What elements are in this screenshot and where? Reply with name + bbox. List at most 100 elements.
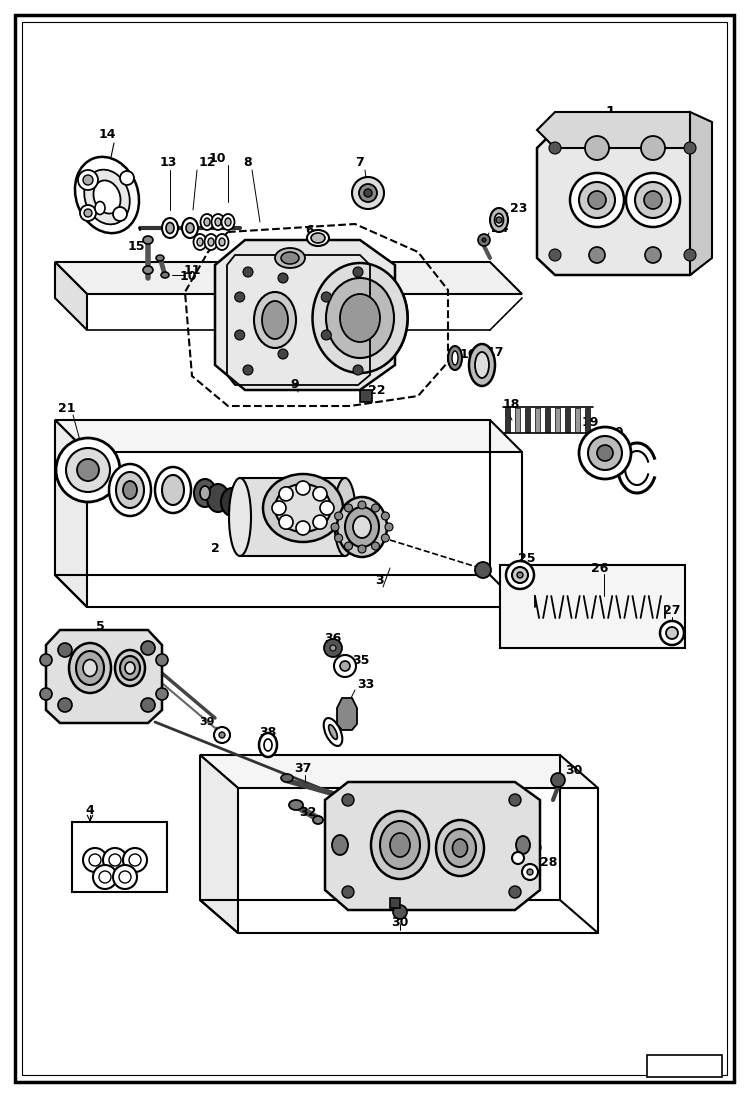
Text: 2: 2 [210, 542, 219, 554]
Polygon shape [565, 408, 570, 432]
Ellipse shape [329, 725, 337, 739]
Circle shape [296, 480, 310, 495]
Circle shape [588, 191, 606, 210]
Polygon shape [515, 408, 520, 432]
Ellipse shape [156, 255, 164, 261]
Polygon shape [337, 698, 357, 730]
Ellipse shape [155, 467, 191, 513]
Circle shape [103, 848, 127, 872]
Bar [647, 1055, 722, 1077]
Ellipse shape [436, 819, 484, 877]
Ellipse shape [313, 816, 323, 824]
Circle shape [296, 521, 310, 535]
Text: 19: 19 [581, 416, 598, 429]
Ellipse shape [95, 202, 105, 215]
Circle shape [141, 641, 155, 655]
Circle shape [527, 869, 533, 875]
Circle shape [352, 177, 384, 210]
Bar [72, 822, 167, 892]
Ellipse shape [204, 234, 217, 250]
Text: 18: 18 [503, 398, 521, 411]
Text: 38: 38 [259, 725, 276, 738]
Circle shape [353, 267, 363, 278]
Ellipse shape [186, 223, 194, 233]
Text: 25: 25 [518, 552, 536, 565]
Ellipse shape [332, 835, 348, 855]
Circle shape [626, 173, 680, 227]
Circle shape [345, 504, 353, 512]
Circle shape [684, 249, 696, 261]
Ellipse shape [262, 301, 288, 339]
Circle shape [129, 853, 141, 866]
Ellipse shape [143, 236, 153, 244]
Ellipse shape [281, 774, 293, 782]
Circle shape [496, 217, 502, 223]
Text: 17: 17 [487, 346, 505, 359]
Polygon shape [46, 630, 162, 723]
Text: B-23279: B-23279 [658, 1061, 710, 1071]
Text: 36: 36 [324, 632, 342, 645]
Text: 10: 10 [179, 271, 197, 283]
Circle shape [506, 561, 534, 589]
Text: 6: 6 [306, 225, 315, 237]
Circle shape [588, 436, 622, 470]
Ellipse shape [259, 733, 277, 757]
Ellipse shape [83, 659, 97, 677]
Text: 14: 14 [98, 128, 116, 142]
Polygon shape [537, 131, 710, 275]
Ellipse shape [216, 234, 228, 250]
Polygon shape [545, 408, 550, 432]
Text: 15: 15 [127, 240, 145, 253]
Circle shape [58, 643, 72, 657]
Polygon shape [525, 408, 530, 432]
Polygon shape [585, 408, 590, 432]
Circle shape [93, 866, 117, 889]
Polygon shape [555, 408, 560, 432]
Circle shape [120, 171, 134, 185]
Circle shape [78, 170, 98, 190]
Circle shape [119, 871, 131, 883]
Circle shape [579, 427, 631, 479]
Circle shape [279, 487, 293, 501]
Circle shape [278, 349, 288, 359]
Text: 21: 21 [58, 402, 76, 415]
Circle shape [549, 142, 561, 154]
Circle shape [517, 572, 523, 578]
Circle shape [234, 292, 245, 302]
Circle shape [278, 273, 288, 283]
Circle shape [214, 727, 230, 743]
Ellipse shape [109, 464, 151, 516]
Circle shape [66, 448, 110, 491]
Circle shape [335, 534, 342, 542]
Circle shape [272, 501, 286, 514]
Circle shape [482, 238, 486, 242]
Text: 4: 4 [85, 803, 94, 816]
Text: 23: 23 [510, 202, 527, 215]
Circle shape [243, 365, 253, 375]
Circle shape [358, 545, 366, 553]
Ellipse shape [69, 643, 111, 693]
Polygon shape [535, 408, 540, 432]
Polygon shape [575, 408, 580, 432]
Polygon shape [55, 262, 522, 294]
Ellipse shape [264, 739, 272, 751]
Circle shape [342, 794, 354, 806]
Text: 11: 11 [184, 263, 201, 276]
Circle shape [243, 267, 253, 278]
Circle shape [330, 645, 336, 651]
Polygon shape [215, 240, 395, 391]
Circle shape [579, 182, 615, 218]
Circle shape [635, 182, 671, 218]
Circle shape [84, 210, 92, 217]
Ellipse shape [307, 230, 329, 246]
Ellipse shape [281, 252, 299, 264]
Ellipse shape [214, 728, 230, 742]
Circle shape [123, 848, 147, 872]
Circle shape [359, 184, 377, 202]
Circle shape [313, 516, 327, 529]
Ellipse shape [219, 238, 225, 246]
Circle shape [321, 292, 331, 302]
Ellipse shape [340, 294, 380, 342]
Text: 28: 28 [540, 856, 557, 869]
Ellipse shape [334, 478, 356, 556]
